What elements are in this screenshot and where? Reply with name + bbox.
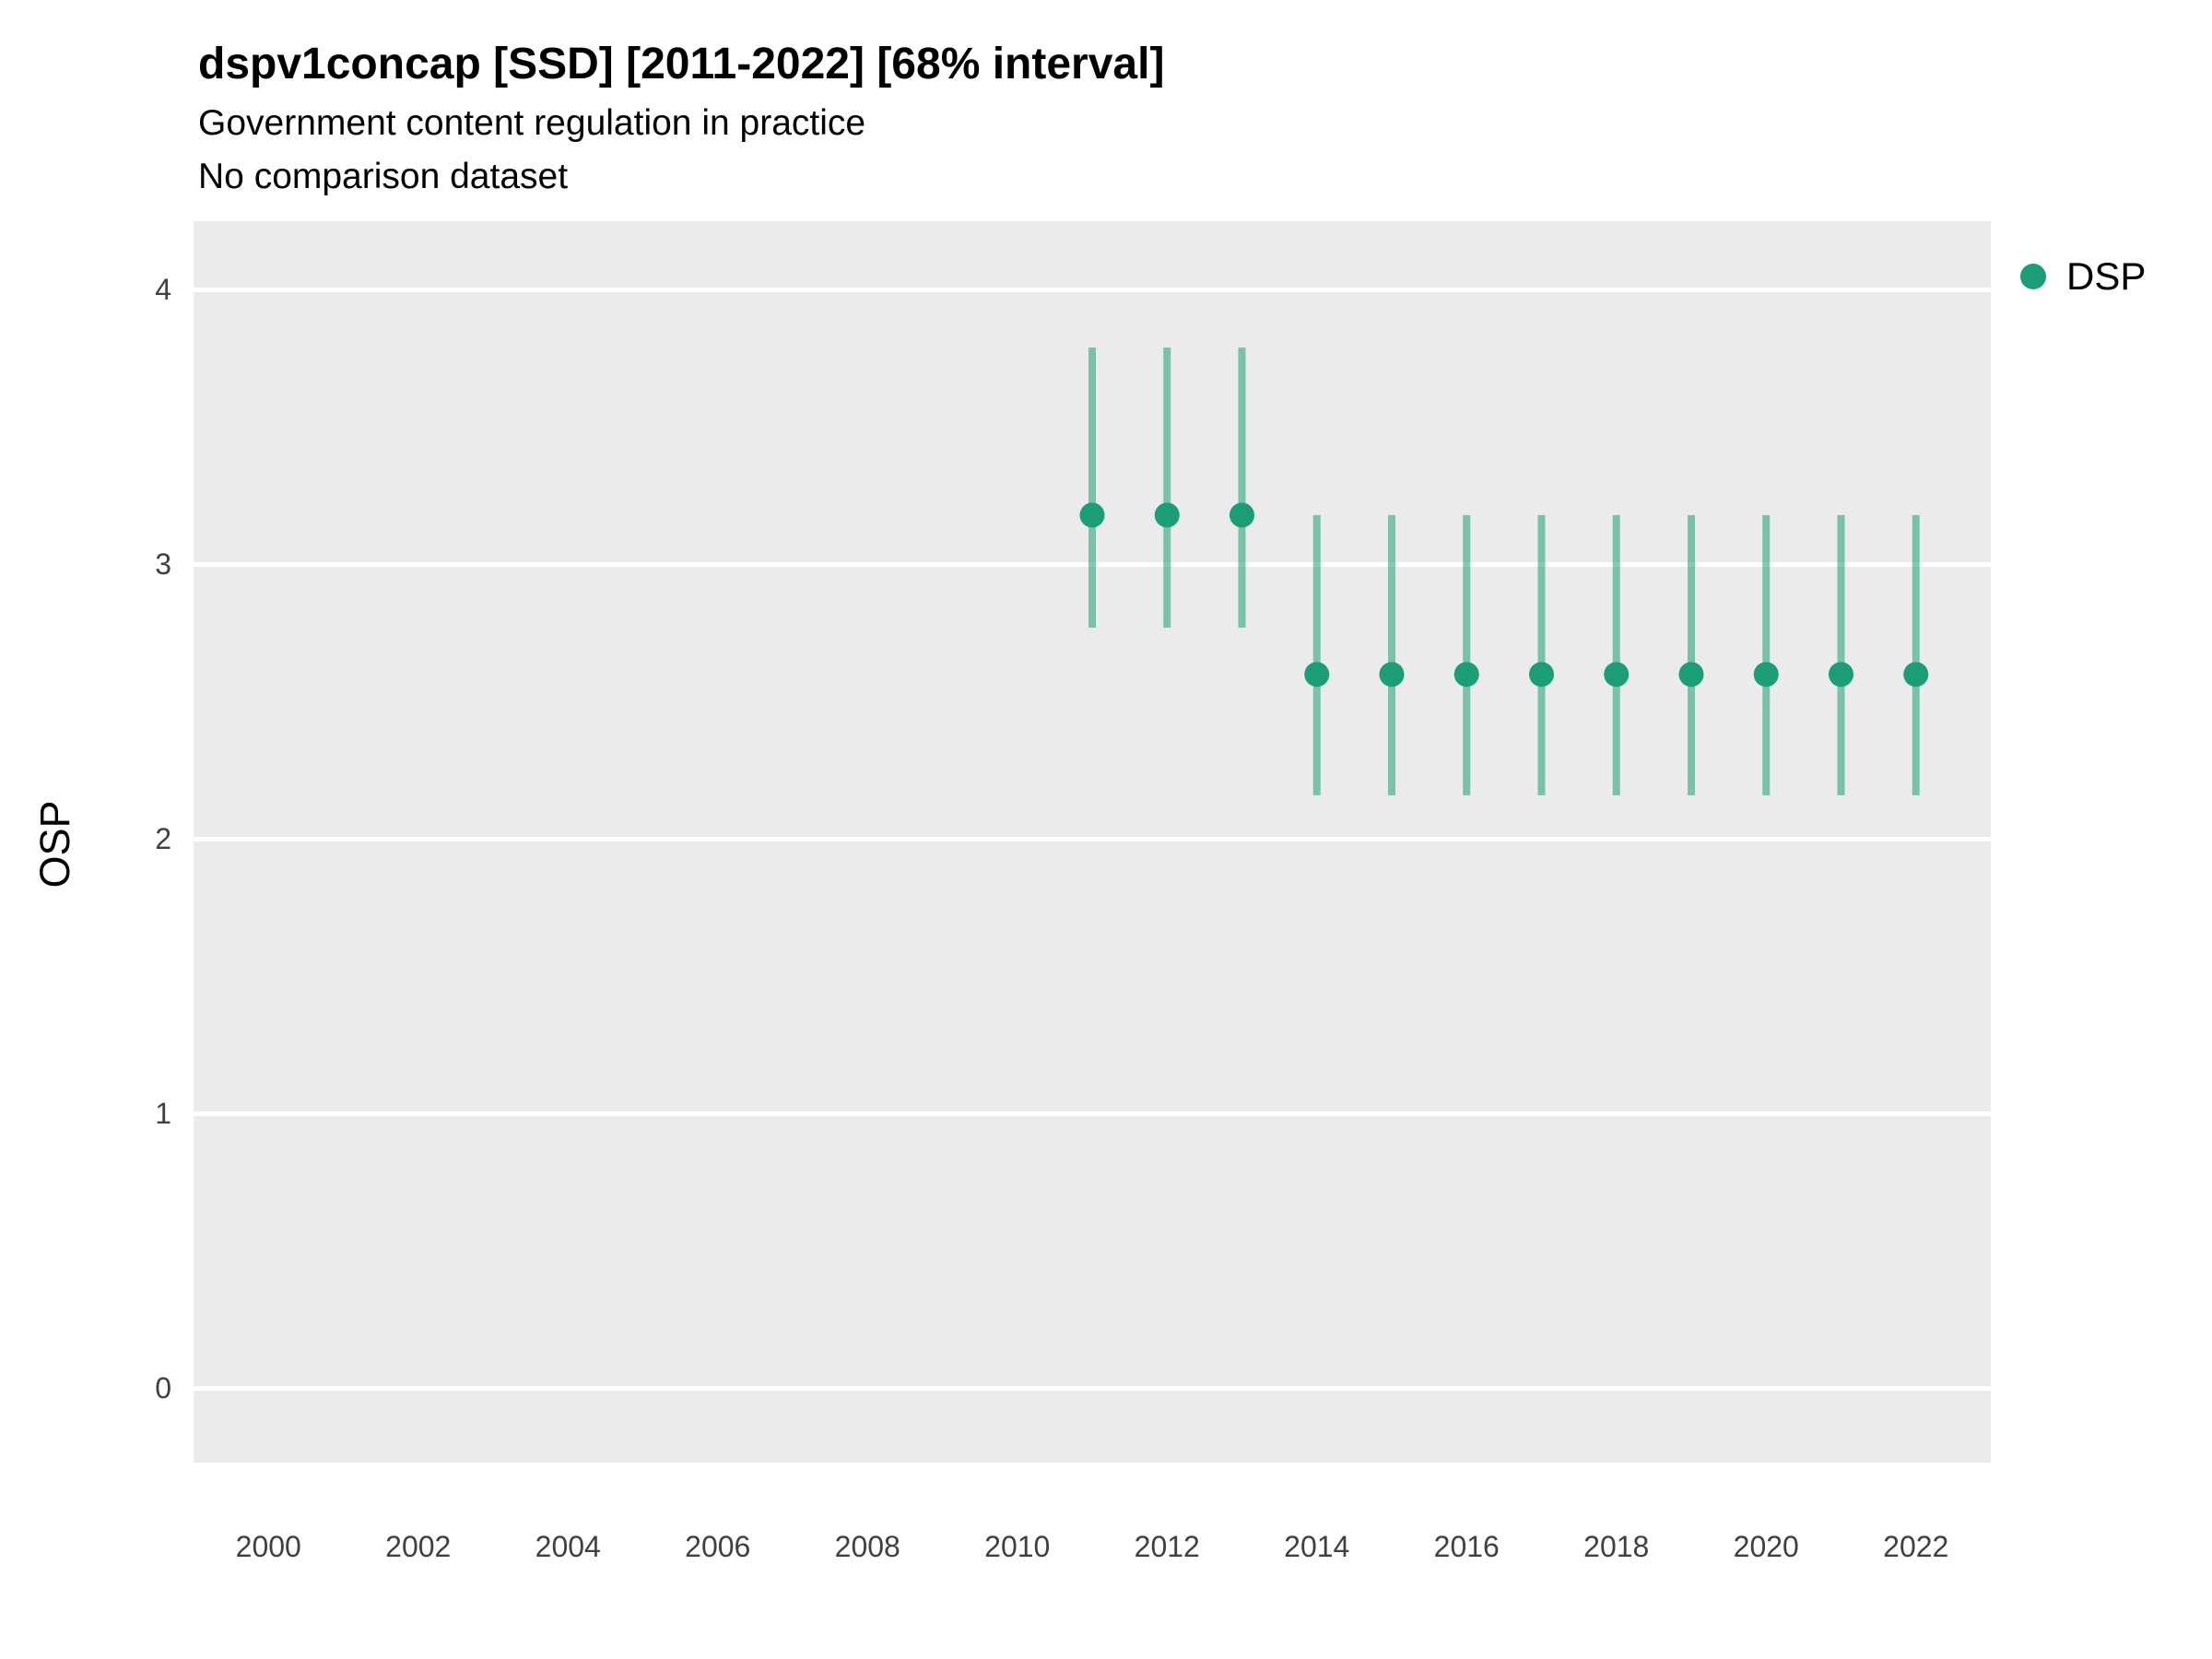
data-point <box>1379 662 1405 688</box>
legend-dot-icon <box>2020 264 2046 289</box>
x-tick-label: 2004 <box>535 1530 601 1563</box>
x-tick-label: 2014 <box>1284 1530 1350 1563</box>
y-tick-label: 4 <box>155 272 171 306</box>
x-tick-label: 2000 <box>235 1530 301 1563</box>
legend-label: DSP <box>2066 254 2147 298</box>
y-tick-label: 2 <box>155 821 171 855</box>
x-tick-label: 2022 <box>1883 1530 1949 1563</box>
y-tick-label: 0 <box>155 1371 171 1405</box>
x-tick-label: 2016 <box>1433 1530 1500 1563</box>
data-point <box>1079 502 1105 528</box>
chart-title: dspv1concap [SSD] [2011-2022] [68% inter… <box>198 40 1165 88</box>
x-tick-label: 2010 <box>984 1530 1051 1563</box>
x-tick-label: 2002 <box>385 1530 452 1563</box>
x-tick-label: 2006 <box>685 1530 751 1563</box>
x-tick-label: 2012 <box>1134 1530 1200 1563</box>
data-point <box>1453 662 1479 688</box>
data-point <box>1678 662 1704 688</box>
data-point <box>1604 662 1630 688</box>
x-tick-label: 2018 <box>1583 1530 1650 1563</box>
data-point <box>1154 502 1180 528</box>
chart-comparison-note: No comparison dataset <box>198 157 569 196</box>
data-point <box>1529 662 1554 688</box>
x-tick-label: 2008 <box>834 1530 900 1563</box>
data-point <box>1230 502 1254 528</box>
data-point <box>1903 662 1929 688</box>
chart-subtitle: Government content regulation in practic… <box>198 103 866 143</box>
y-tick-label: 1 <box>155 1096 171 1130</box>
data-point <box>1753 662 1779 688</box>
legend: DSP <box>2020 254 2146 299</box>
data-point <box>1829 662 1853 688</box>
data-point <box>1304 662 1330 688</box>
x-tick-label: 2020 <box>1733 1530 1799 1563</box>
plot-panel <box>194 221 1991 1463</box>
y-tick-label: 3 <box>155 547 171 581</box>
